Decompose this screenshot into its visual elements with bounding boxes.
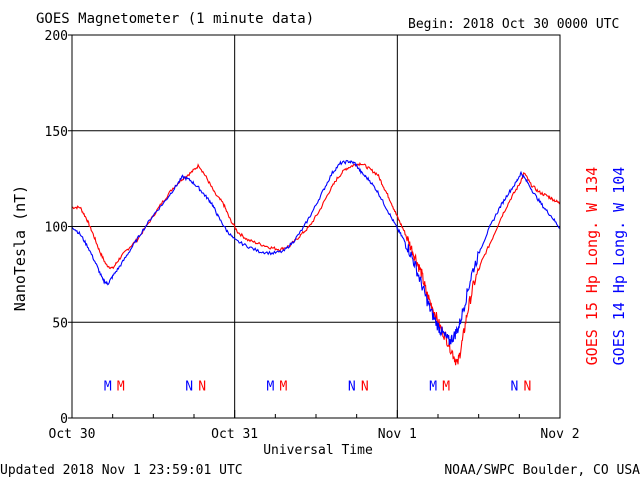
noon-marker: N: [511, 379, 519, 394]
axis-ticks: 0 50 100 150 200 Oct 30 Oct 31 Nov 1 Nov 2: [45, 29, 580, 442]
source-credit: NOAA/SWPC Boulder, CO USA: [444, 463, 640, 478]
noon-marker: N: [185, 379, 193, 394]
midnight-marker: M: [117, 379, 125, 394]
y-tick-label: 50: [52, 316, 68, 331]
begin-date: Begin: 2018 Oct 30 0000 UTC: [408, 17, 619, 32]
data-series: [71, 159, 561, 366]
plot-frame: [71, 34, 561, 419]
updated-timestamp: Updated 2018 Nov 1 23:59:01 UTC: [0, 463, 243, 478]
x-tick-label: Oct 30: [49, 427, 96, 442]
legend-series-goes15: GOES 15 Hp Long. W 134: [583, 167, 601, 366]
noon-marker: N: [524, 379, 532, 394]
legend-series-goes14: GOES 14 Hp Long. W 104: [610, 167, 628, 366]
midnight-marker: M: [104, 379, 112, 394]
noon-marker: N: [361, 379, 369, 394]
y-tick-label: 150: [45, 125, 68, 140]
x-axis-label: Universal Time: [263, 443, 373, 458]
y-tick-label: 0: [60, 412, 68, 427]
series-line-goes15: [71, 162, 561, 366]
chart-title: GOES Magnetometer (1 minute data): [36, 11, 314, 27]
x-tick-label: Nov 1: [378, 427, 417, 442]
x-tick-label: Oct 31: [211, 427, 258, 442]
noon-marker: N: [348, 379, 356, 394]
midnight-marker: M: [442, 379, 450, 394]
y-tick-label: 200: [45, 29, 68, 44]
y-tick-label: 100: [45, 221, 68, 236]
y-axis-label: NanoTesla (nT): [11, 185, 29, 311]
midnight-marker: M: [267, 379, 275, 394]
noon-marker: N: [198, 379, 206, 394]
series-line-goes14: [71, 159, 561, 346]
midnight-marker: M: [429, 379, 437, 394]
x-tick-label: Nov 2: [540, 427, 579, 442]
midnight-marker: M: [280, 379, 288, 394]
